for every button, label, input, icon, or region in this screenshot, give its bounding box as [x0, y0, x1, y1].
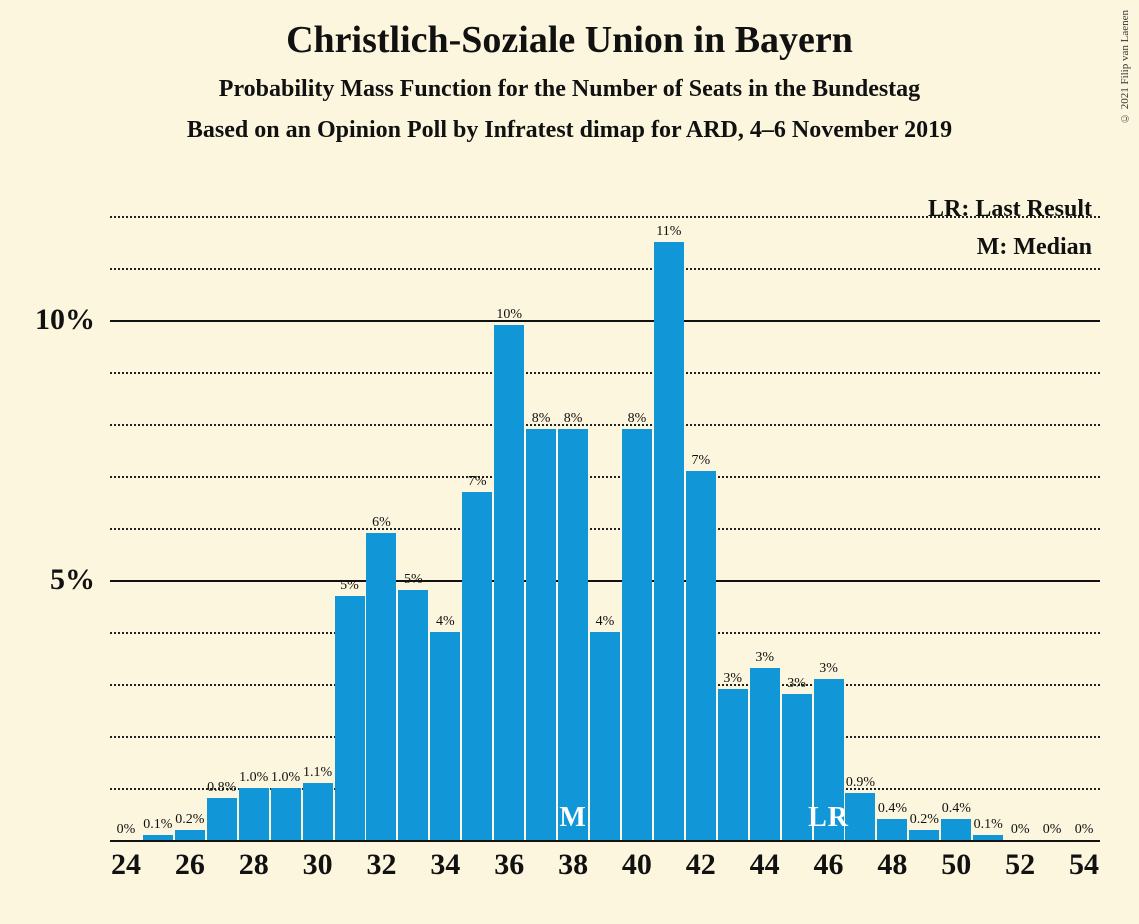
marker-m: M	[559, 802, 586, 834]
bar	[750, 668, 780, 840]
gridline-major	[110, 840, 1100, 842]
bar-value-label: 10%	[496, 307, 522, 323]
bar-value-label: 3%	[819, 661, 838, 677]
bar	[303, 783, 333, 840]
bar-value-label: 8%	[532, 411, 551, 427]
bar-value-label: 1.1%	[303, 765, 332, 781]
marker-lr: LR	[808, 802, 849, 834]
x-axis-label: 40	[622, 848, 652, 882]
bar	[143, 835, 173, 840]
bar-value-label: 6%	[372, 515, 391, 531]
bar-value-label: 0.1%	[143, 817, 172, 833]
bar-value-label: 0%	[1043, 822, 1062, 838]
bar	[366, 533, 396, 840]
x-axis-label: 30	[303, 848, 333, 882]
x-axis-label: 54	[1069, 848, 1099, 882]
bar	[877, 819, 907, 840]
bar-value-label: 3%	[787, 676, 806, 692]
bar	[398, 590, 428, 840]
bar	[271, 788, 301, 840]
bar	[686, 471, 716, 840]
x-axis-label: 32	[366, 848, 396, 882]
bar-value-label: 0%	[1011, 822, 1030, 838]
gridline-minor	[110, 528, 1100, 530]
chart-subtitle-1: Probability Mass Function for the Number…	[0, 76, 1139, 103]
plot-region: 5%10%0%0.1%0.2%0.8%1.0%1.0%1.1%5%6%5%4%7…	[110, 190, 1100, 840]
bar	[430, 632, 460, 840]
chart-subtitle-2: Based on an Opinion Poll by Infratest di…	[0, 117, 1139, 144]
bar	[622, 429, 652, 840]
x-axis-label: 52	[1005, 848, 1035, 882]
x-axis-label: 36	[494, 848, 524, 882]
bar	[654, 242, 684, 840]
gridline-minor	[110, 268, 1100, 270]
bar-value-label: 0.1%	[974, 817, 1003, 833]
bar	[718, 689, 748, 840]
bar-value-label: 8%	[628, 411, 647, 427]
x-axis-label: 50	[941, 848, 971, 882]
gridline-major	[110, 580, 1100, 582]
gridline-minor	[110, 476, 1100, 478]
bar	[462, 492, 492, 840]
x-axis-label: 42	[686, 848, 716, 882]
bar	[207, 798, 237, 840]
bar	[973, 835, 1003, 840]
bar-value-label: 4%	[436, 614, 455, 630]
chart-area: LR: Last Result M: Median 5%10%0%0.1%0.2…	[110, 190, 1110, 840]
bar-value-label: 0.8%	[207, 780, 236, 796]
gridline-major	[110, 320, 1100, 322]
x-axis-label: 26	[175, 848, 205, 882]
bar-value-label: 0.4%	[878, 801, 907, 817]
gridline-minor	[110, 372, 1100, 374]
bar-value-label: 1.0%	[271, 770, 300, 786]
x-axis-label: 24	[111, 848, 141, 882]
bar-value-label: 7%	[468, 474, 487, 490]
bar	[526, 429, 556, 840]
y-axis-label: 10%	[35, 303, 95, 337]
bar-value-label: 0.4%	[942, 801, 971, 817]
x-axis-label: 44	[750, 848, 780, 882]
gridline-minor	[110, 424, 1100, 426]
bar	[941, 819, 971, 840]
bar-value-label: 7%	[691, 453, 710, 469]
bar-value-label: 0.2%	[175, 812, 204, 828]
bar	[909, 830, 939, 840]
bar-value-label: 8%	[564, 411, 583, 427]
copyright-text: © 2021 Filip van Laenen	[1119, 10, 1131, 124]
bar	[845, 793, 875, 840]
bar	[239, 788, 269, 840]
bar-value-label: 5%	[404, 572, 423, 588]
x-axis-label: 38	[558, 848, 588, 882]
bar-value-label: 3%	[723, 671, 742, 687]
bar-value-label: 0.9%	[846, 775, 875, 791]
bar-value-label: 0%	[117, 822, 136, 838]
x-axis-label: 34	[430, 848, 460, 882]
bar	[175, 830, 205, 840]
bar-value-label: 11%	[656, 224, 681, 240]
x-axis-label: 48	[877, 848, 907, 882]
bar-value-label: 0.2%	[910, 812, 939, 828]
bar	[335, 596, 365, 840]
gridline-minor	[110, 216, 1100, 218]
y-axis-label: 5%	[50, 563, 95, 597]
bar-value-label: 0%	[1075, 822, 1094, 838]
bar-value-label: 3%	[755, 650, 774, 666]
title-block: Christlich-Soziale Union in Bayern Proba…	[0, 0, 1139, 144]
bar	[558, 429, 588, 840]
bar-value-label: 4%	[596, 614, 615, 630]
x-axis-label: 28	[239, 848, 269, 882]
chart-title: Christlich-Soziale Union in Bayern	[0, 18, 1139, 62]
bar	[590, 632, 620, 840]
x-axis-label: 46	[814, 848, 844, 882]
bar-value-label: 5%	[340, 578, 359, 594]
bar	[782, 694, 812, 840]
bar-value-label: 1.0%	[239, 770, 268, 786]
bar	[494, 325, 524, 840]
